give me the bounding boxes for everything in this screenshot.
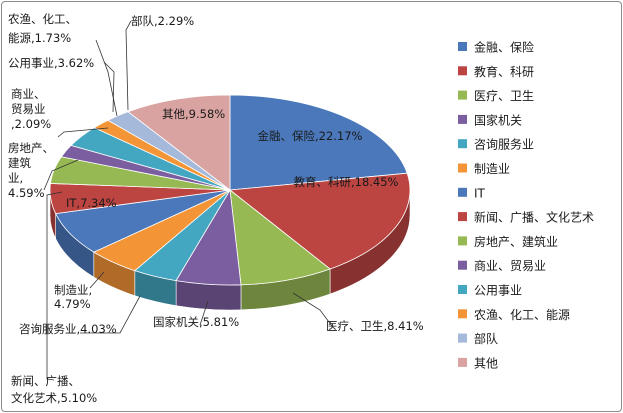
- legend-swatch-0: [458, 42, 467, 51]
- legend-swatch-3: [458, 114, 467, 124]
- legend-label-11: 农渔、化工、能源: [474, 308, 570, 322]
- leader-line-8: [95, 39, 118, 117]
- pie-slice-2: [229, 189, 331, 286]
- legend-label-1: 教育、科研: [474, 64, 534, 79]
- legend-label-12: 部队: [474, 331, 498, 346]
- legend-label-10: 公用事业: [474, 284, 522, 298]
- data-labels: 金融、保险,22.17% 教育、科研,18.45% 医疗、卫生,8.41% 国家机关,…: [8, 12, 424, 405]
- data-label-10: 公用事业,3.62%: [8, 56, 94, 70]
- legend-label-0: 金融、保险: [474, 40, 534, 55]
- data-label-13: 其他,9.58%: [162, 107, 225, 121]
- data-label-1: 教育、科研,18.45%: [293, 175, 398, 189]
- data-label-6: IT,7.34%: [66, 196, 117, 210]
- leader-line-4: [46, 191, 63, 381]
- legend-label-7: 新闻、广播、文化艺术: [474, 210, 594, 225]
- data-label-3: 国家机关,5.81%: [153, 315, 239, 329]
- data-label-12: 部队,2.29%: [131, 14, 194, 28]
- data-label-8: 房地产、建筑业, 4.59%: [8, 141, 54, 200]
- legend-swatch-8: [458, 236, 467, 246]
- legend-label-3: 国家机关: [474, 112, 522, 127]
- legend-swatch-2: [458, 90, 467, 100]
- legend-label-5: 制造业: [474, 162, 510, 176]
- legend-label-4: 咨询服务业: [474, 137, 534, 152]
- leader-line-3: [89, 271, 105, 289]
- legend-label-2: 医疗、卫生: [474, 89, 534, 103]
- legend-swatch-5: [458, 163, 467, 173]
- leader-lines: [43, 20, 333, 381]
- leader-line-7: [103, 61, 115, 113]
- leader-line-1: [199, 300, 209, 326]
- data-label-9: 商业、贸易业,2.09%: [11, 87, 51, 131]
- data-label-5: 制造业, 4.79%: [54, 283, 92, 311]
- legend-swatch-11: [458, 309, 467, 319]
- leader-line-5: [43, 159, 79, 191]
- legend-swatch-4: [458, 139, 467, 149]
- leader-line-2: [80, 295, 141, 334]
- leader-line-6: [57, 127, 109, 138]
- data-label-11: 农渔、化工、能源,1.73%: [8, 12, 77, 45]
- data-label-4: 咨询服务业,4.03%: [19, 322, 117, 336]
- legend-swatch-10: [458, 285, 467, 294]
- leader-line-9: [125, 20, 132, 111]
- data-label-2: 医疗、卫生,8.41%: [326, 319, 424, 333]
- data-label-7: 新闻、广播、文化艺术,5.10%: [11, 374, 97, 405]
- pie-slice-13: [127, 94, 231, 191]
- pie-slice-0: [229, 94, 408, 191]
- legend-swatch-6: [458, 187, 467, 197]
- legend-swatch-1: [458, 66, 467, 76]
- legend-label-9: 商业、贸易业: [474, 258, 546, 273]
- legend-swatch-12: [458, 333, 467, 343]
- legend-swatch-9: [458, 260, 467, 270]
- legend-label-8: 房地产、建筑业: [474, 234, 558, 249]
- legend-label-13: 其他: [474, 356, 498, 370]
- legend-swatch-13: [458, 357, 467, 367]
- pie-slices: [49, 94, 411, 286]
- pie-slice-1: [228, 172, 411, 270]
- legend-swatch-7: [458, 212, 467, 222]
- data-label-0: 金融、保险,22.17%: [257, 129, 362, 143]
- leader-line-0: [292, 292, 333, 327]
- legend-label-6: IT: [474, 186, 486, 200]
